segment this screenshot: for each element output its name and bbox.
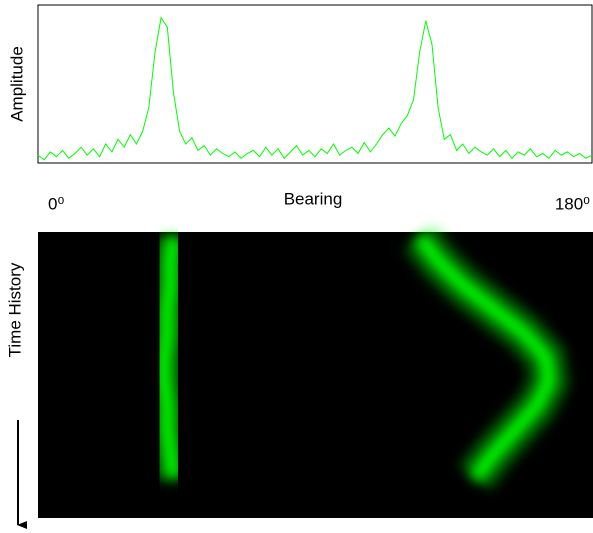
x-axis-label: Bearing: [284, 189, 343, 208]
track: [414, 232, 557, 483]
y-axis-label: Amplitude: [7, 46, 26, 122]
x-tick-label: 180⁰: [555, 194, 590, 213]
plot-frame: [37, 4, 593, 164]
amplitude-line: [37, 16, 593, 161]
x-tick-label: 0⁰: [48, 194, 64, 213]
y-axis-label: Time History: [5, 262, 24, 357]
track: [157, 236, 181, 479]
waterfall-background: [38, 232, 593, 518]
